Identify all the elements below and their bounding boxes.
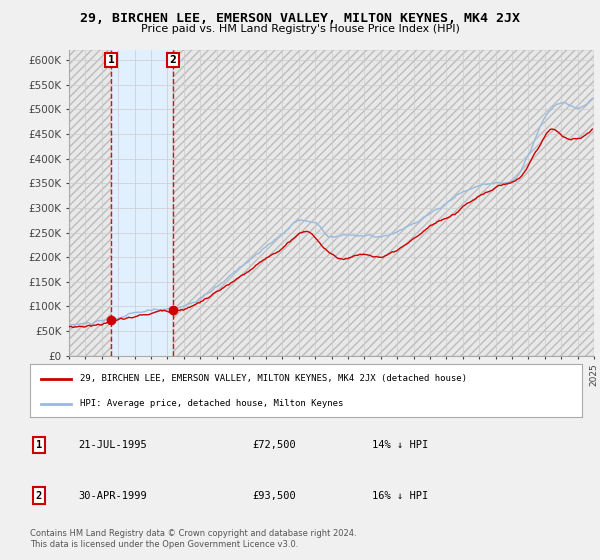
Text: Contains HM Land Registry data © Crown copyright and database right 2024.
This d: Contains HM Land Registry data © Crown c… [30, 529, 356, 549]
Bar [69, 50, 111, 356]
Bar [111, 50, 173, 356]
Text: 2: 2 [36, 491, 42, 501]
Bar [173, 50, 594, 356]
Text: 1: 1 [107, 55, 114, 65]
Text: 29, BIRCHEN LEE, EMERSON VALLEY, MILTON KEYNES, MK4 2JX: 29, BIRCHEN LEE, EMERSON VALLEY, MILTON … [80, 12, 520, 25]
Text: £93,500: £93,500 [252, 491, 296, 501]
Bar [173, 50, 594, 356]
Text: 2: 2 [169, 55, 176, 65]
Bar [111, 50, 173, 356]
Text: 1: 1 [36, 440, 42, 450]
Text: 21-JUL-1995: 21-JUL-1995 [78, 440, 147, 450]
Text: 16% ↓ HPI: 16% ↓ HPI [372, 491, 428, 501]
Text: Price paid vs. HM Land Registry's House Price Index (HPI): Price paid vs. HM Land Registry's House … [140, 24, 460, 34]
Text: 29, BIRCHEN LEE, EMERSON VALLEY, MILTON KEYNES, MK4 2JX (detached house): 29, BIRCHEN LEE, EMERSON VALLEY, MILTON … [80, 375, 467, 384]
Text: 30-APR-1999: 30-APR-1999 [78, 491, 147, 501]
Bar [69, 50, 111, 356]
Text: 14% ↓ HPI: 14% ↓ HPI [372, 440, 428, 450]
Text: £72,500: £72,500 [252, 440, 296, 450]
Text: HPI: Average price, detached house, Milton Keynes: HPI: Average price, detached house, Milt… [80, 399, 343, 408]
